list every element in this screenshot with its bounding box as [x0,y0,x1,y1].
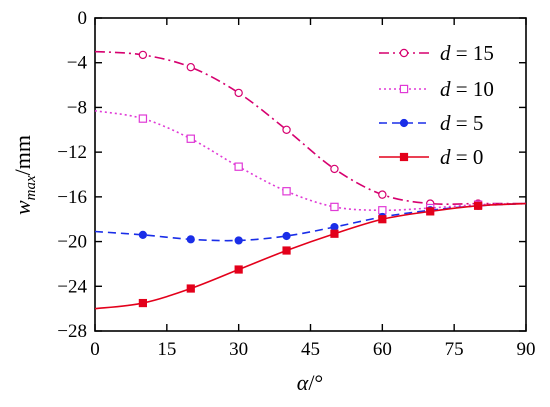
y-tick-label: −24 [57,276,87,297]
data-point [234,162,243,171]
data-point [378,215,387,224]
y-tick-label: −28 [57,321,87,342]
data-point [330,202,339,212]
x-tick-label: 30 [229,339,248,360]
y-tick-label: 0 [78,8,88,29]
y-tick-label: −4 [67,53,88,74]
data-point [330,164,339,174]
data-point [282,125,291,134]
x-tick-label: 90 [517,339,536,360]
data-point [186,284,195,293]
y-tick-label: −20 [57,232,87,253]
data-point [186,62,195,72]
y-axis-title: wmax/mm [10,135,39,215]
series-line [94,109,527,212]
x-tick-label: 45 [301,339,320,360]
x-axis-symbol: α [297,370,309,395]
y-tick-label: −12 [57,142,87,163]
legend-marker [399,48,409,58]
legend-label: d = 10 [440,77,494,101]
y-tick-label: −8 [67,97,87,118]
series-lines [94,50,527,310]
data-point [138,50,148,60]
series-line [94,202,527,242]
y-axis-unit: /mm [10,135,35,175]
legend: d = 15 d = 10 d = 5 d = 0 [379,41,494,169]
data-point [378,190,387,199]
y-axis-symbol: w [10,200,35,215]
x-tick-label: 75 [445,339,464,360]
legend-marker [399,152,409,162]
data-point [330,229,339,238]
x-tick-label: 60 [373,339,392,360]
data-point [282,246,291,255]
legend-marker [399,84,409,94]
data-point [378,206,387,215]
data-point [426,207,435,216]
data-point [282,231,291,241]
x-tick-label: 15 [157,339,176,360]
series-markers [138,50,483,308]
data-point [474,201,483,210]
legend-label: d = 5 [440,111,483,135]
series-line [94,50,526,206]
data-point [234,265,243,274]
data-point [282,187,291,196]
data-point [138,230,147,239]
data-point [138,298,147,308]
x-axis-unit: /° [308,370,323,395]
data-point [186,134,195,143]
data-point [234,236,243,245]
series-line [94,202,527,310]
data-point [138,114,148,123]
data-point [234,88,243,98]
legend-marker [399,118,409,128]
x-tick-label: 0 [90,339,100,360]
axis-tick-labels: 0 15 30 45 60 75 90 0 −4 −8 −12 −16 −20 −24 −28 [57,8,535,360]
data-point [330,222,339,232]
y-tick-label: −16 [57,187,87,208]
legend-label: d = 15 [440,41,494,65]
data-point [186,235,195,244]
legend-label: d = 0 [440,145,483,169]
y-axis-subscript: max [23,175,39,200]
axis-ticks [94,17,527,332]
x-axis-title: α/° [297,370,323,395]
